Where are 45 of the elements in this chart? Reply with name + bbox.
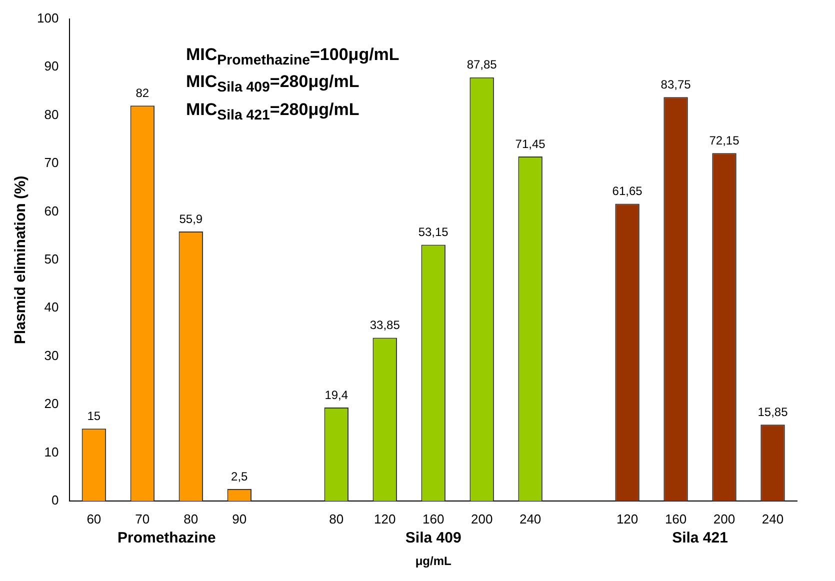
y-tick-label: 10 xyxy=(44,444,59,460)
annotation: MIC$_{Promethazine}$=100μg/mL xyxy=(186,44,400,70)
x-tick-label: 160 xyxy=(422,511,444,526)
data-label: 53,15 xyxy=(418,225,449,240)
y-axis-title: Plasmid elimination (%) xyxy=(12,176,30,344)
y-tick-label: 30 xyxy=(44,348,59,363)
y-tick-label: 90 xyxy=(44,58,59,74)
x-tick-label: 200 xyxy=(713,511,736,526)
text: Sila 421 xyxy=(672,530,728,547)
x-tick-label: 240 xyxy=(762,511,784,526)
x-tick-label: 80 xyxy=(329,511,344,526)
data-label: 87,85 xyxy=(466,58,498,72)
y-tick-label: 70 xyxy=(44,155,59,170)
y-tick-label: 20 xyxy=(44,396,59,412)
data-label: 83,75 xyxy=(660,77,692,92)
x-tick-label: 120 xyxy=(374,511,396,526)
annotation: MIC$_{Sila 421}$=280μg/mL xyxy=(186,98,360,126)
x-axis-title: μg/mL xyxy=(415,554,452,568)
y-tick-label: 0 xyxy=(51,492,59,508)
y-tick-label: 60 xyxy=(44,203,59,218)
x-tick-label: 80 xyxy=(184,511,198,526)
data-label: 72,15 xyxy=(709,133,740,148)
x-tick-label: 70 xyxy=(135,511,150,526)
data-label: 55,9 xyxy=(179,212,203,226)
data-label: 71,45 xyxy=(515,136,546,151)
y-tick-label: 100 xyxy=(36,10,59,26)
data-label: 19,4 xyxy=(324,388,348,402)
y-tick-label: 80 xyxy=(44,106,59,122)
x-tick-label: 200 xyxy=(470,511,493,526)
x-tick-label: 60 xyxy=(86,511,102,526)
data-label: 15 xyxy=(87,408,101,423)
data-label: 33,85 xyxy=(370,318,400,332)
annotation: MIC$_{Sila 409}$=280μg/mL xyxy=(186,71,360,98)
y-tick-label: 40 xyxy=(44,300,59,315)
data-label: 61,65 xyxy=(612,184,643,198)
y-tick-label: 50 xyxy=(44,251,59,266)
data-label: 82 xyxy=(136,86,150,100)
data-label: 2,5 xyxy=(231,469,248,484)
x-tick-label: 120 xyxy=(616,511,638,526)
text: Sila 409 xyxy=(405,530,462,547)
x-tick-label: 160 xyxy=(664,511,687,526)
data-label: 15,85 xyxy=(758,404,788,419)
text: Promethazine xyxy=(117,530,216,547)
x-tick-label: 240 xyxy=(519,511,542,526)
x-tick-label: 90 xyxy=(232,511,247,526)
